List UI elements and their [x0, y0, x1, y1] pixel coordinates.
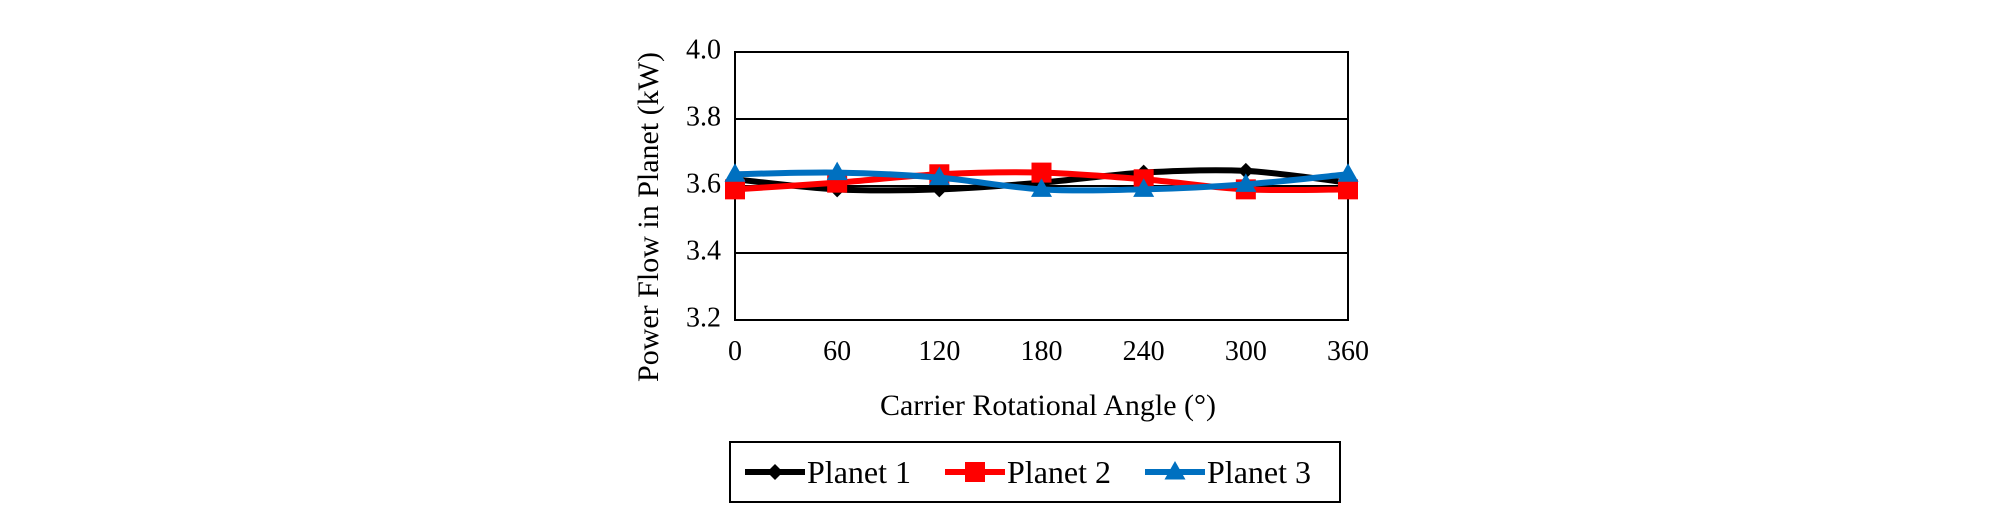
- x-tick-label: 240: [1123, 336, 1165, 367]
- data-point-diamond: [767, 464, 783, 480]
- legend: Planet 1 Planet 2 Planet 3: [729, 441, 1341, 503]
- x-tick-label: 360: [1327, 336, 1369, 367]
- y-tick-label: 3.4: [686, 235, 721, 266]
- y-tick-label: 4.0: [686, 34, 721, 65]
- y-axis: 3.2 3.4 3.6 3.8 4.0: [686, 34, 721, 333]
- x-tick-label: 180: [1021, 336, 1063, 367]
- data-point-square: [1338, 179, 1358, 200]
- series-planet-3: [724, 161, 1359, 197]
- legend-box: [729, 441, 1341, 503]
- y-tick-label: 3.2: [686, 302, 721, 333]
- series-layer: [724, 161, 1359, 200]
- data-point-triangle: [928, 166, 950, 186]
- x-tick-label: 300: [1225, 336, 1267, 367]
- data-point-square: [1031, 162, 1052, 183]
- data-point-triangle: [826, 161, 848, 181]
- data-point-triangle: [724, 163, 746, 182]
- legend-item: Planet 2: [945, 454, 1111, 490]
- data-point-diamond: [1237, 162, 1254, 179]
- x-tick-label: 60: [823, 336, 851, 367]
- data-point-square: [965, 462, 985, 482]
- legend-label: Planet 3: [1207, 454, 1311, 490]
- data-point-square: [725, 179, 745, 200]
- x-axis: 0 60 120 180 240 300 360: [728, 336, 1369, 367]
- y-axis-title: Power Flow in Planet (kW): [632, 52, 665, 382]
- data-point-triangle: [1337, 163, 1359, 182]
- legend-item: Planet 3: [1145, 454, 1311, 490]
- y-tick-label: 3.8: [686, 101, 721, 132]
- y-tick-label: 3.6: [686, 168, 721, 199]
- data-point-triangle: [1031, 178, 1052, 197]
- legend-item: Planet 1: [745, 454, 911, 490]
- x-axis-title: Carrier Rotational Angle (°): [880, 389, 1216, 422]
- data-point-triangle: [1133, 178, 1155, 197]
- data-point-diamond: [931, 181, 948, 198]
- legend-label: Planet 2: [1007, 454, 1111, 490]
- legend-label: Planet 1: [807, 454, 911, 490]
- x-tick-label: 120: [918, 336, 960, 367]
- data-point-triangle: [1235, 173, 1257, 192]
- x-tick-label: 0: [728, 336, 742, 367]
- data-point-triangle: [1164, 461, 1186, 480]
